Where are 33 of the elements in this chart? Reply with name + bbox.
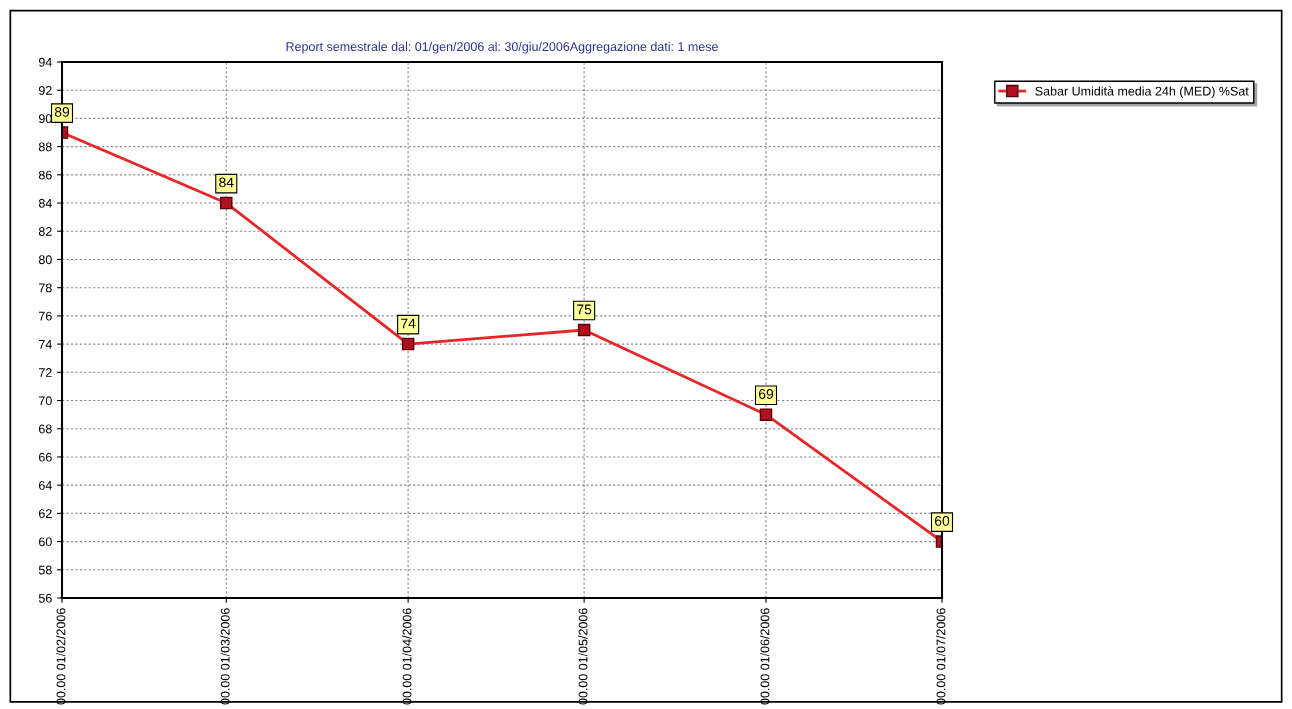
x-tick-label: 00.00 01/02/2006 bbox=[56, 608, 66, 705]
y-tick-label: 72 bbox=[39, 368, 52, 377]
y-tick-label: 78 bbox=[39, 283, 52, 293]
y-tick-label: 56 bbox=[38, 593, 52, 603]
data-label: 89 bbox=[54, 106, 70, 117]
y-tick-label: 70 bbox=[39, 396, 52, 406]
legend-label: Sabar Umidità media 24h (MED) %Sat bbox=[1035, 86, 1249, 99]
y-tick-label: 76 bbox=[39, 311, 52, 321]
y-tick-label: 66 bbox=[39, 452, 52, 462]
y-tick-label: 92 bbox=[38, 86, 52, 95]
x-tick-label: 00.00 01/07/2006 bbox=[936, 608, 946, 705]
y-tick-label: 64 bbox=[39, 480, 52, 490]
y-tick-label: 88 bbox=[38, 142, 52, 152]
chart-title: Report semestrale dal: 01/gen/2006 al: 30/giu/2006Aggregazione dati: 1 mese bbox=[286, 41, 718, 54]
y-tick-label: 82 bbox=[38, 227, 52, 236]
data-label: 60 bbox=[934, 516, 950, 526]
data-label: 69 bbox=[758, 389, 774, 399]
x-tick-label: 00.00 01/06/2006 bbox=[760, 608, 770, 705]
y-tick-label: 74 bbox=[39, 340, 52, 349]
x-tick-label: 00.00 01/04/2006 bbox=[402, 608, 412, 705]
x-tick-label: 00.00 01/05/2006 bbox=[578, 608, 588, 705]
y-tick-label: 86 bbox=[38, 170, 52, 180]
data-label: 75 bbox=[577, 304, 592, 315]
y-tick-label: 80 bbox=[38, 255, 52, 265]
y-tick-label: 84 bbox=[38, 198, 52, 208]
x-tick-label: 00.00 01/03/2006 bbox=[220, 608, 230, 705]
data-label: 74 bbox=[401, 318, 416, 329]
data-label: 84 bbox=[219, 177, 234, 188]
y-tick-label: 94 bbox=[38, 57, 52, 67]
y-tick-label: 68 bbox=[39, 424, 52, 434]
y-tick-label: 60 bbox=[39, 537, 52, 547]
y-tick-label: 58 bbox=[38, 565, 52, 575]
y-tick-label: 62 bbox=[39, 509, 52, 519]
